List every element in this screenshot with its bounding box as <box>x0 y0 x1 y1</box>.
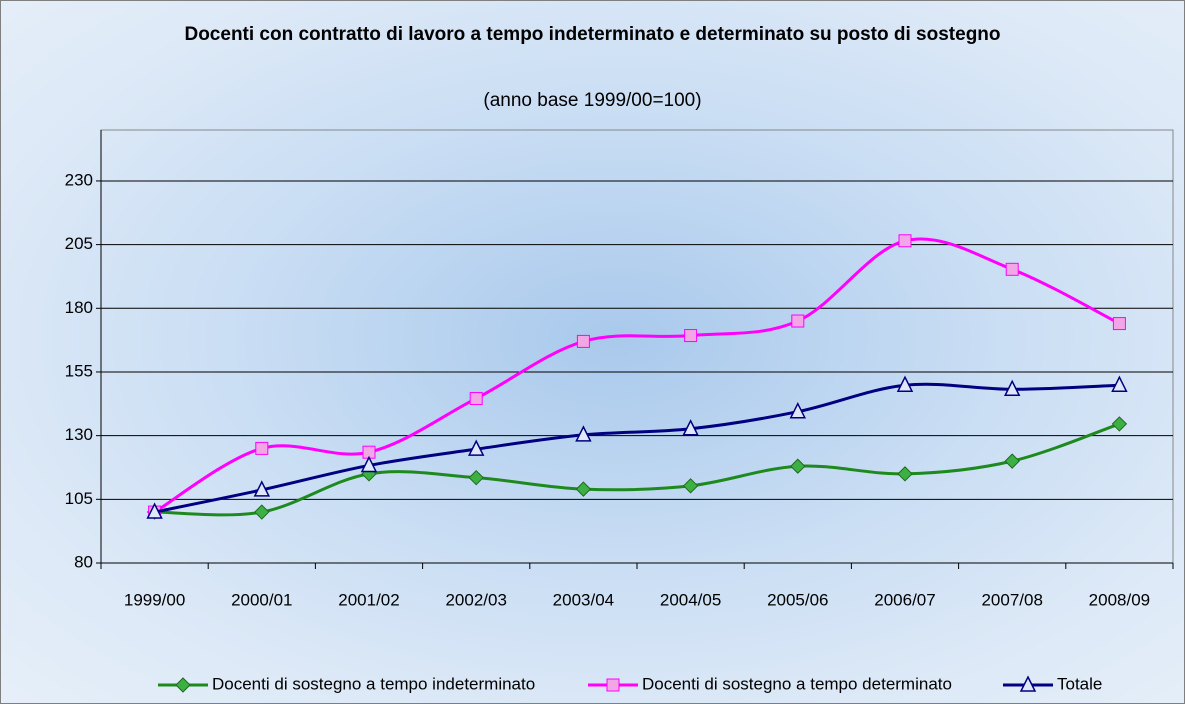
marker <box>1004 453 1020 469</box>
y-tick-label: 105 <box>65 489 93 508</box>
x-tick-label: 2000/01 <box>231 590 292 609</box>
y-tick-label: 180 <box>65 298 93 317</box>
y-tick-label: 155 <box>65 361 93 380</box>
x-tick-label: 2002/03 <box>445 590 506 609</box>
marker <box>175 677 191 693</box>
series-line <box>154 422 1120 517</box>
series-line <box>154 382 1120 514</box>
marker <box>360 455 378 473</box>
marker <box>791 314 805 328</box>
plot-area <box>100 129 1174 564</box>
y-tick-label: 80 <box>74 552 93 571</box>
y-tick-label: 130 <box>65 425 93 444</box>
x-tick-label: 2001/02 <box>338 590 399 609</box>
marker <box>1005 262 1019 276</box>
x-tick-label: 1999/00 <box>124 590 185 609</box>
y-tick-label: 205 <box>65 234 93 253</box>
marker <box>1111 375 1128 392</box>
marker <box>898 234 912 248</box>
marker <box>255 441 269 455</box>
x-tick-label: 2006/07 <box>874 590 935 609</box>
marker <box>1019 675 1037 692</box>
marker <box>1112 317 1126 331</box>
marker <box>684 329 698 343</box>
marker <box>575 425 592 442</box>
y-tick-label: 230 <box>65 170 93 189</box>
legend-label: Docenti di sostegno a tempo indeterminat… <box>212 674 535 693</box>
marker <box>790 458 806 474</box>
series-line <box>153 237 1121 514</box>
marker <box>897 466 913 482</box>
marker <box>682 478 699 494</box>
marker <box>468 469 484 486</box>
x-tick-label: 2007/08 <box>981 590 1042 609</box>
marker <box>576 334 590 348</box>
marker <box>682 419 699 436</box>
x-tick-label: 2008/09 <box>1089 590 1150 609</box>
x-tick-label: 2004/05 <box>660 590 721 609</box>
marker <box>896 375 914 392</box>
legend-label: Totale <box>1057 674 1102 693</box>
x-tick-label: 2005/06 <box>767 590 828 609</box>
marker <box>1111 416 1128 432</box>
x-tick-label: 2003/04 <box>553 590 614 609</box>
marker <box>789 402 807 419</box>
marker <box>254 504 270 520</box>
legend-label: Docenti di sostegno a tempo determinato <box>642 674 952 693</box>
marker <box>467 439 485 456</box>
chart-subtitle: (anno base 1999/00=100) <box>483 90 702 111</box>
chart-title: Docenti con contratto di lavoro a tempo … <box>184 24 1001 45</box>
marker <box>469 391 483 405</box>
marker <box>606 678 620 692</box>
marker <box>1003 379 1021 397</box>
marker <box>575 481 592 497</box>
marker <box>146 502 163 519</box>
marker <box>253 480 271 497</box>
